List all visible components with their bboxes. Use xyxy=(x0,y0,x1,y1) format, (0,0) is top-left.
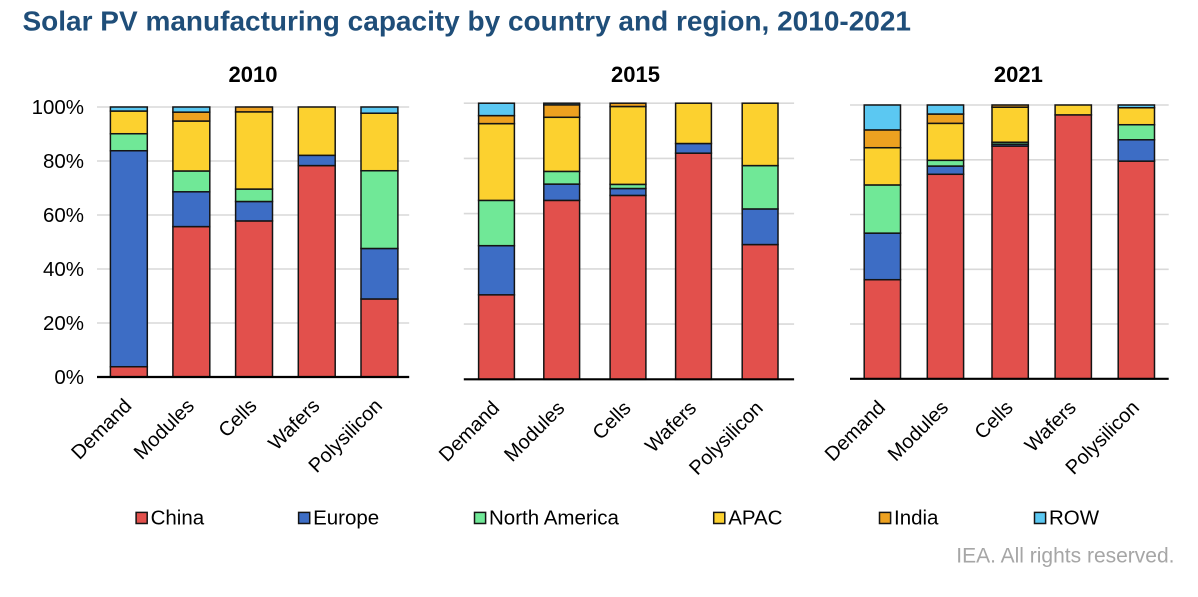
svg-text:Europe: Europe xyxy=(313,507,379,530)
svg-text:Solar PV manufacturing capacit: Solar PV manufacturing capacity by count… xyxy=(23,6,912,37)
svg-text:2021: 2021 xyxy=(994,62,1043,87)
svg-text:60%: 60% xyxy=(43,204,84,227)
svg-text:0%: 0% xyxy=(54,366,84,389)
svg-text:2015: 2015 xyxy=(611,62,660,87)
svg-text:80%: 80% xyxy=(43,150,84,173)
svg-text:China: China xyxy=(151,507,205,530)
svg-text:2010: 2010 xyxy=(229,62,278,87)
svg-text:100%: 100% xyxy=(32,96,84,119)
svg-text:ROW: ROW xyxy=(1049,507,1100,530)
svg-text:IEA. All rights reserved.: IEA. All rights reserved. xyxy=(956,545,1174,568)
svg-text:20%: 20% xyxy=(43,312,84,335)
svg-text:India: India xyxy=(894,507,939,530)
svg-text:40%: 40% xyxy=(43,258,84,281)
svg-text:APAC: APAC xyxy=(728,507,782,530)
svg-text:North America: North America xyxy=(489,507,619,530)
